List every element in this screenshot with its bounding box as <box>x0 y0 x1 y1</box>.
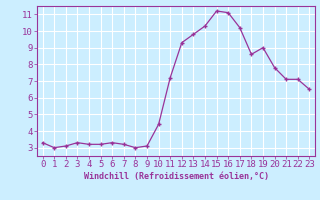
X-axis label: Windchill (Refroidissement éolien,°C): Windchill (Refroidissement éolien,°C) <box>84 172 268 181</box>
